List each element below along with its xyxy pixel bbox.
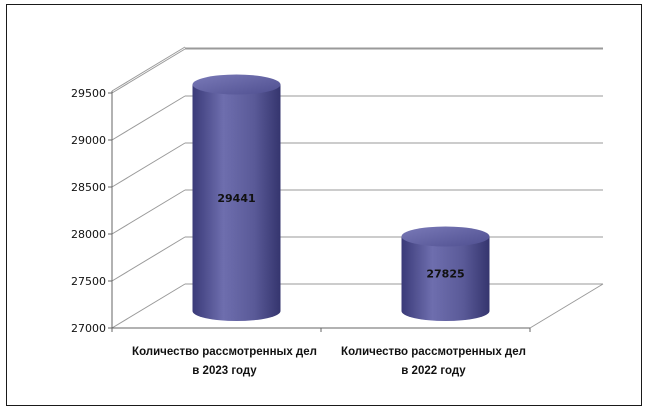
bar-1: [192, 74, 281, 322]
category-label: в 2023 году: [192, 365, 257, 377]
bar-2: [401, 226, 490, 321]
axes: [108, 91, 604, 332]
gridline-side: [111, 142, 186, 188]
gridline-side-top: [111, 46, 186, 92]
y-tick-label: 29000: [71, 134, 106, 147]
data-label: 27825: [426, 268, 464, 281]
data-label: 29441: [217, 192, 255, 205]
y-tick-label: 27000: [71, 322, 106, 335]
gridline-side: [111, 283, 186, 329]
bar-body: [192, 84, 281, 322]
gridlines: [111, 46, 603, 329]
bar-top: [192, 74, 281, 95]
y-tick-label: 27500: [71, 275, 106, 288]
gridline-side: [111, 95, 186, 141]
floor-edge: [529, 283, 604, 329]
category-label: в 2022 году: [401, 365, 466, 377]
y-tick-label: 28000: [71, 228, 106, 241]
gridline-side: [111, 236, 186, 282]
gridline-side: [111, 48, 186, 94]
bars: [192, 74, 490, 322]
category-label: Количество рассмотренных дел: [341, 346, 526, 358]
gridline-side: [111, 189, 186, 235]
bar-body: [401, 236, 490, 321]
labels: 27000 27500 28000 28500 29000 29500 29441 Колич…: [71, 87, 526, 377]
y-tick-label: 28500: [71, 181, 106, 194]
y-tick-label: 29500: [71, 87, 106, 100]
bar-top: [401, 226, 490, 247]
category-label: Количество рассмотренных дел: [132, 346, 317, 358]
